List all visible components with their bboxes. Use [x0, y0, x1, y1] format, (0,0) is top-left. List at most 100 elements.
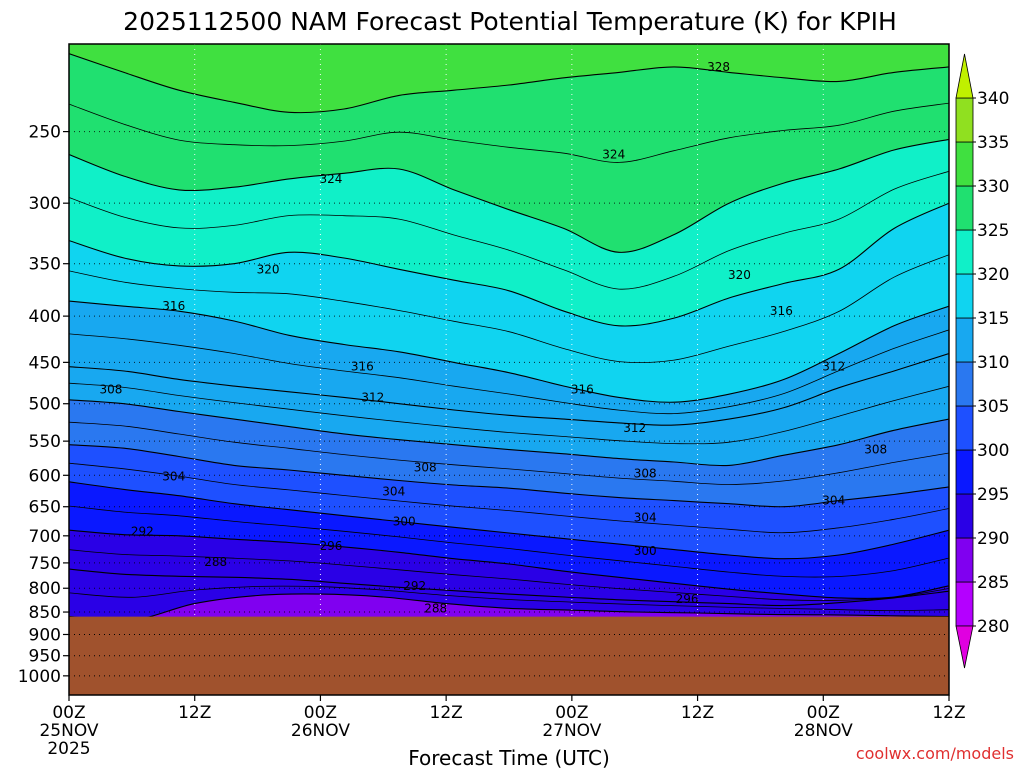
contour-label: 304 — [382, 484, 405, 498]
contour-label: 324 — [319, 172, 342, 186]
y-tick-label: 850 — [29, 603, 61, 623]
y-tick-label: 450 — [29, 353, 61, 373]
colorbar-swatch — [955, 361, 974, 407]
filled-theta-bands — [69, 44, 949, 695]
x-tick-label: 12Z — [932, 703, 965, 723]
contour-label: 320 — [257, 262, 280, 276]
colorbar-label: 310 — [977, 353, 1009, 373]
x-tick-label: 00Z — [555, 703, 588, 723]
x-tick-label: 00Z — [807, 703, 840, 723]
isotherm-314 — [69, 329, 949, 415]
y-tick-label: 550 — [29, 432, 61, 452]
isotherm-300 — [69, 481, 949, 560]
colorbar-swatch — [955, 405, 974, 451]
x-axis-label: Forecast Time (UTC) — [408, 746, 610, 768]
isotherm-306 — [69, 421, 949, 485]
x-tick-label: 12Z — [178, 703, 211, 723]
colorbar-swatch — [955, 449, 974, 495]
colorbar-label: 315 — [977, 309, 1009, 329]
colorbar-label: 300 — [977, 441, 1009, 461]
colorbar-swatch — [955, 537, 974, 583]
isotherm-290 — [69, 585, 949, 612]
x-tick-label: 27NOV — [542, 721, 601, 741]
y-axis-pressure-ticks: 2503003504004505005506006507007508008509… — [18, 123, 69, 687]
isotherm-308 — [69, 399, 949, 467]
colorbar-swatch — [955, 141, 974, 187]
isotherm-contours — [69, 53, 949, 622]
isotherm-302 — [69, 462, 949, 534]
contour-label: 328 — [707, 60, 730, 74]
isotherm-298 — [69, 505, 949, 578]
contour-label: 316 — [162, 299, 185, 313]
x-tick-label: 25NOV — [39, 721, 98, 741]
contour-label: 312 — [361, 390, 384, 404]
colorbar-swatch — [955, 229, 974, 275]
x-tick-label: 2025 — [47, 739, 90, 759]
colorbar-label: 320 — [977, 265, 1009, 285]
colorbar-label: 295 — [977, 485, 1009, 505]
contour-label: 312 — [623, 421, 646, 435]
y-tick-label: 900 — [29, 625, 61, 645]
contour-label: 300 — [634, 544, 657, 558]
colorbar-label: 325 — [977, 221, 1009, 241]
y-tick-label: 350 — [29, 255, 61, 275]
y-tick-label: 800 — [29, 579, 61, 599]
x-tick-label: 28NOV — [794, 721, 853, 741]
y-tick-label: 400 — [29, 307, 61, 327]
colorbar-swatch — [955, 185, 974, 231]
isotherm-310 — [69, 382, 949, 445]
isotherm-312 — [69, 352, 949, 426]
colorbar-swatch — [955, 581, 974, 627]
colorbar-swatch — [955, 97, 974, 143]
contour-label: 316 — [571, 382, 594, 396]
colorbar-label: 340 — [977, 89, 1009, 109]
contour-labels: 328 324 324 320 320 316 316 316 316 312 312 312 308 3… — [99, 60, 887, 615]
colorbar-max-arrow — [955, 53, 974, 99]
y-tick-label: 300 — [29, 194, 61, 214]
contour-label: 316 — [351, 360, 374, 374]
colorbar-label: 280 — [977, 617, 1009, 637]
contour-label: 308 — [634, 466, 657, 480]
x-tick-label: 12Z — [681, 703, 714, 723]
y-tick-label: 650 — [29, 498, 61, 518]
x-tick-label: 00Z — [52, 703, 85, 723]
y-tick-label: 750 — [29, 554, 61, 574]
y-tick-label: 1000 — [18, 667, 61, 687]
y-tick-label: 600 — [29, 466, 61, 486]
x-tick-label: 12Z — [430, 703, 463, 723]
colorbar: 280 285 290 295 300 305 310 315 320 325 330 335 340 — [955, 53, 1009, 669]
isotherm-324 — [69, 138, 949, 253]
colorbar-min-arrow — [955, 625, 974, 669]
contour-label: 304 — [162, 470, 185, 484]
contour-label: 320 — [728, 268, 751, 282]
colorbar-label: 335 — [977, 133, 1009, 153]
contour-label: 292 — [403, 579, 426, 593]
colorbar-swatch — [955, 273, 974, 319]
isotherm-304 — [69, 444, 949, 508]
y-tick-label: 950 — [29, 647, 61, 667]
colorbar-label: 285 — [977, 573, 1009, 593]
contour-label: 300 — [393, 515, 416, 529]
contour-label: 316 — [770, 304, 793, 318]
colorbar-label: 290 — [977, 529, 1009, 549]
contour-label: 304 — [822, 494, 845, 508]
contour-label: 288 — [204, 555, 227, 569]
isotherm-328 — [69, 53, 949, 114]
contour-label: 296 — [676, 592, 699, 606]
contour-label: 288 — [424, 601, 447, 615]
y-tick-label: 250 — [29, 123, 61, 143]
colorbar-swatch — [955, 317, 974, 363]
isotherm-320 — [69, 202, 949, 327]
x-tick-label: 26NOV — [291, 721, 350, 741]
colorbar-swatch — [955, 493, 974, 539]
isotherm-294 — [69, 549, 949, 601]
y-tick-label: 500 — [29, 395, 61, 415]
isotherm-296 — [69, 529, 949, 599]
contour-label: 308 — [414, 460, 437, 474]
colorbar-label: 330 — [977, 177, 1009, 197]
isotherm-326 — [69, 102, 949, 163]
plot-area: 328 324 324 320 320 316 316 316 316 312 312 312 308 3… — [69, 44, 949, 695]
credit-text: coolwx.com/models — [856, 744, 1014, 763]
colorbar-label: 305 — [977, 397, 1009, 417]
